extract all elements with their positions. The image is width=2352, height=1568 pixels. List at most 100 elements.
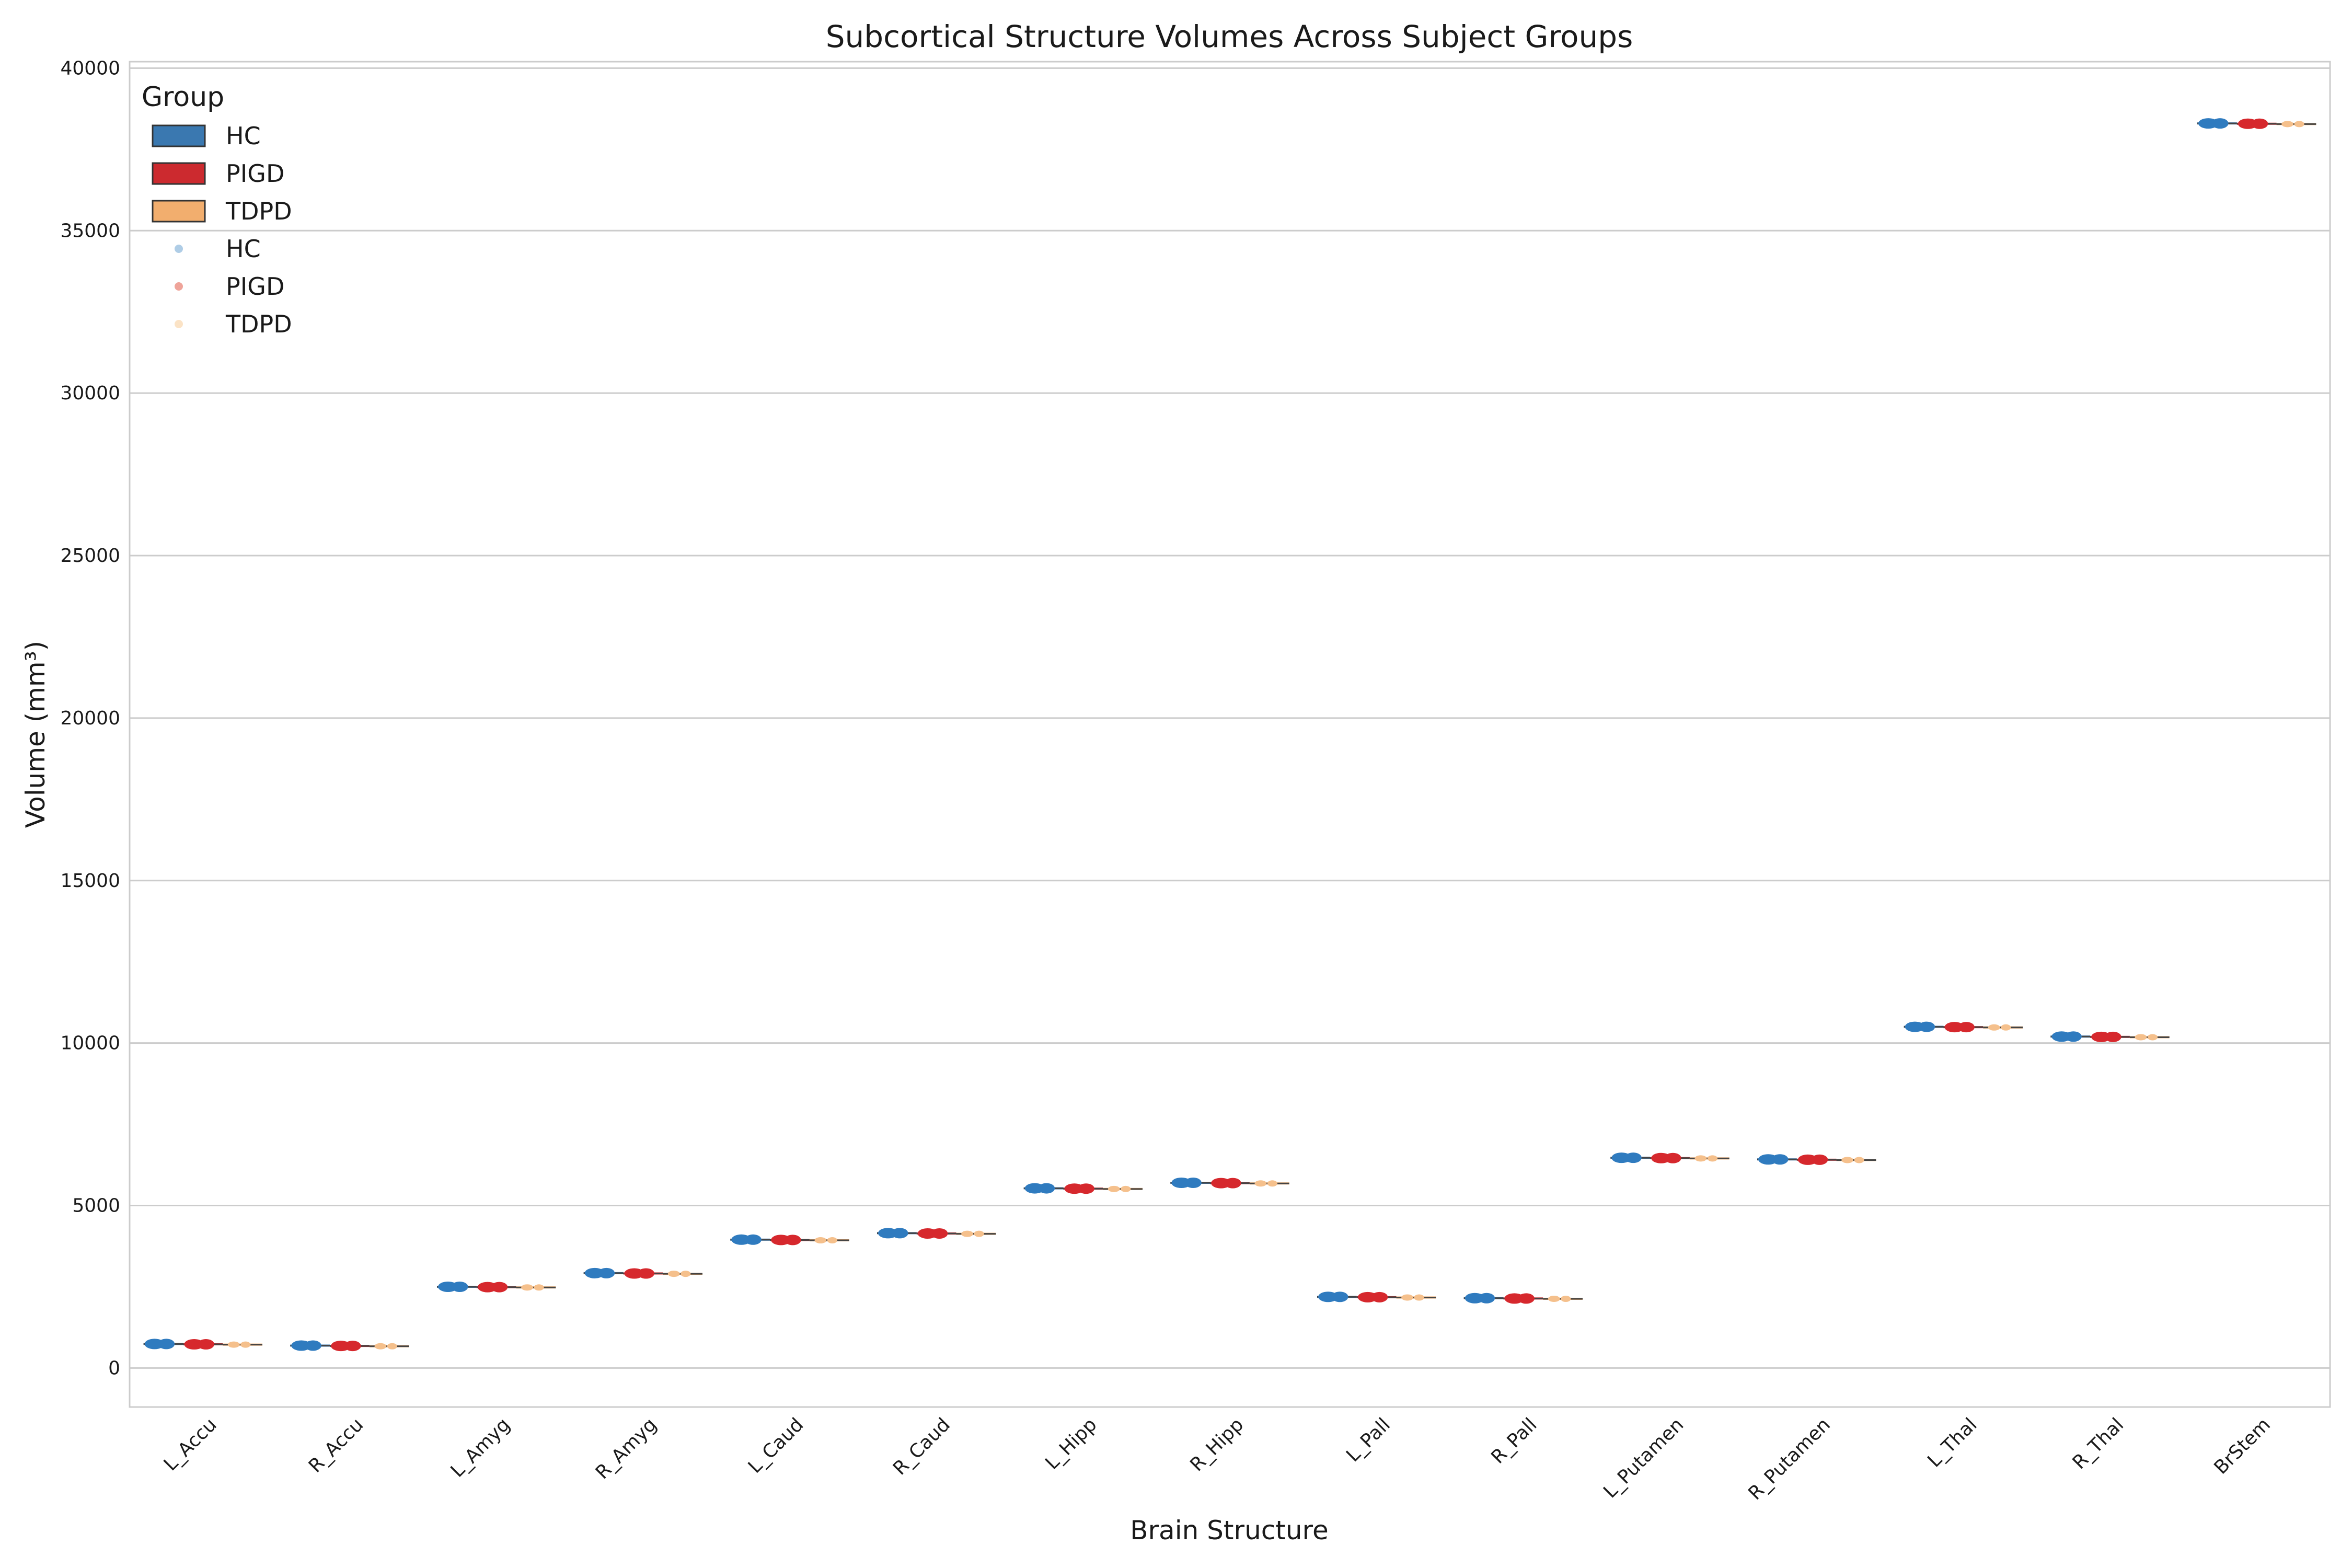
point-TDPD-R_Amyg — [681, 1271, 691, 1277]
point-TDPD-L_Hipp — [1121, 1185, 1131, 1192]
x-tick-label: R_Thal — [2069, 1414, 2128, 1473]
point-HC-R_Putamen — [1771, 1154, 1789, 1165]
point-HC-L_Caud — [744, 1234, 762, 1245]
category-group-L_Thal — [1904, 1021, 2023, 1033]
point-TDPD-L_Caud — [827, 1237, 837, 1244]
point-HC-L_Accu — [158, 1339, 175, 1350]
point-TDPD-R_Caud — [974, 1230, 984, 1237]
legend-label-TDPD: TDPD — [225, 310, 292, 338]
category-group-R_Pall — [1463, 1293, 1583, 1304]
legend-label-TDPD: TDPD — [225, 197, 292, 225]
point-HC-R_Pall — [1478, 1293, 1495, 1304]
x-tick-label: R_Pall — [1487, 1414, 1541, 1468]
x-tick-label: L_Caud — [744, 1414, 808, 1478]
legend-label-HC: HC — [226, 122, 261, 150]
point-TDPD-R_Thal — [2147, 1034, 2158, 1041]
x-tick-label: R_Amyg — [592, 1414, 661, 1483]
point-TDPD-L_Amyg — [534, 1284, 544, 1291]
y-tick-label: 25000 — [60, 545, 120, 567]
legend-swatch-PIGD — [152, 162, 206, 185]
category-group-L_Hipp — [1023, 1183, 1143, 1194]
point-TDPD-R_Caud — [961, 1230, 974, 1237]
legend-marker-HC — [175, 245, 183, 253]
point-TDPD-R_Putamen — [1854, 1157, 1864, 1163]
y-tick-label: 15000 — [60, 870, 120, 892]
legend-marker-PIGD — [175, 282, 183, 291]
point-HC-L_Putamen — [1624, 1152, 1642, 1163]
point-TDPD-R_Pall — [1548, 1295, 1560, 1302]
x-tick-label: L_Putamen — [1599, 1414, 1688, 1502]
gridlines — [130, 67, 2330, 1369]
x-tick-labels: L_Accu R_Accu L_Amyg R_Amyg L_Caud R_Caud L_Hi… — [160, 1414, 2275, 1504]
point-PIGD-L_Hipp — [1077, 1183, 1094, 1194]
category-group-L_Caud — [730, 1234, 849, 1246]
point-HC-R_Caud — [891, 1228, 908, 1239]
x-tick-label: L_Amyg — [447, 1414, 514, 1481]
point-TDPD-R_Pall — [1561, 1295, 1571, 1302]
point-TDPD-BrStem — [2281, 121, 2294, 128]
y-tick-label: 20000 — [60, 708, 120, 729]
y-tick-label: 5000 — [72, 1195, 120, 1217]
category-group-R_Thal — [2050, 1031, 2170, 1042]
point-HC-L_Hipp — [1038, 1183, 1055, 1194]
point-TDPD-R_Accu — [387, 1343, 397, 1350]
point-PIGD-R_Thal — [2104, 1031, 2122, 1042]
x-tick-label: L_Pall — [1342, 1414, 1394, 1466]
point-TDPD-L_Thal — [2001, 1024, 2011, 1031]
legend-swatch-TDPD — [152, 200, 206, 223]
point-TDPD-R_Accu — [374, 1343, 387, 1350]
point-PIGD-R_Accu — [344, 1341, 361, 1352]
point-TDPD-L_Hipp — [1108, 1185, 1120, 1192]
point-TDPD-L_Thal — [1988, 1024, 2000, 1031]
point-PIGD-R_Amyg — [637, 1268, 654, 1279]
y-tick-label: 0 — [108, 1357, 120, 1379]
point-TDPD-R_Hipp — [1267, 1180, 1277, 1187]
point-PIGD-R_Caud — [931, 1228, 948, 1239]
point-PIGD-L_Putamen — [1664, 1152, 1681, 1163]
point-TDPD-BrStem — [2294, 121, 2304, 128]
legend-swatch-HC — [152, 124, 206, 147]
y-axis-label: Volume (mm³) — [20, 641, 51, 828]
point-HC-R_Amyg — [598, 1267, 615, 1278]
chart-title: Subcortical Structure Volumes Across Sub… — [826, 19, 1633, 54]
y-tick-label: 30000 — [60, 383, 120, 404]
point-HC-R_Accu — [304, 1340, 321, 1351]
point-TDPD-R_Putamen — [1841, 1157, 1854, 1163]
category-group-R_Caud — [877, 1228, 996, 1239]
point-PIGD-L_Amyg — [491, 1282, 508, 1293]
point-TDPD-L_Accu — [227, 1341, 240, 1348]
point-PIGD-L_Thal — [1957, 1022, 1975, 1033]
category-group-R_Hipp — [1170, 1178, 1289, 1189]
y-tick-label: 40000 — [60, 57, 120, 79]
point-HC-R_Thal — [2065, 1031, 2082, 1042]
y-tick-labels: 0 5000 10000 15000 20000 25000 30000 35000 40000 — [60, 57, 120, 1379]
y-tick-label: 35000 — [60, 220, 120, 241]
x-tick-label: R_Putamen — [1744, 1414, 1835, 1504]
x-tick-label: R_Accu — [305, 1414, 368, 1477]
point-TDPD-R_Hipp — [1254, 1180, 1267, 1187]
x-tick-label: BrStem — [2210, 1414, 2275, 1479]
point-PIGD-R_Putamen — [1811, 1154, 1828, 1165]
legend-title: Group — [142, 82, 224, 113]
category-group-L_Accu — [143, 1339, 263, 1350]
legend-marker-TDPD — [175, 320, 183, 328]
point-HC-R_Hipp — [1184, 1178, 1202, 1188]
box-groups — [143, 118, 2316, 1352]
point-TDPD-L_Accu — [240, 1341, 251, 1348]
point-TDPD-L_Pall — [1401, 1294, 1414, 1301]
x-tick-label: R_Hipp — [1186, 1414, 1248, 1475]
point-TDPD-L_Caud — [814, 1237, 827, 1244]
x-tick-label: L_Accu — [160, 1414, 221, 1475]
x-axis-label: Brain Structure — [1130, 1515, 1329, 1546]
point-HC-BrStem — [2211, 118, 2229, 129]
point-HC-L_Thal — [1918, 1021, 1935, 1032]
point-PIGD-BrStem — [2251, 118, 2268, 129]
legend-label-PIGD: PIGD — [226, 159, 284, 188]
y-tick-label: 10000 — [60, 1033, 120, 1054]
legend: Group HC PIGD TDPD HC PIGD TDPD — [142, 82, 292, 338]
point-PIGD-L_Caud — [784, 1235, 801, 1246]
point-TDPD-R_Thal — [2135, 1034, 2147, 1041]
point-PIGD-L_Accu — [197, 1339, 214, 1350]
category-group-R_Accu — [290, 1340, 409, 1352]
